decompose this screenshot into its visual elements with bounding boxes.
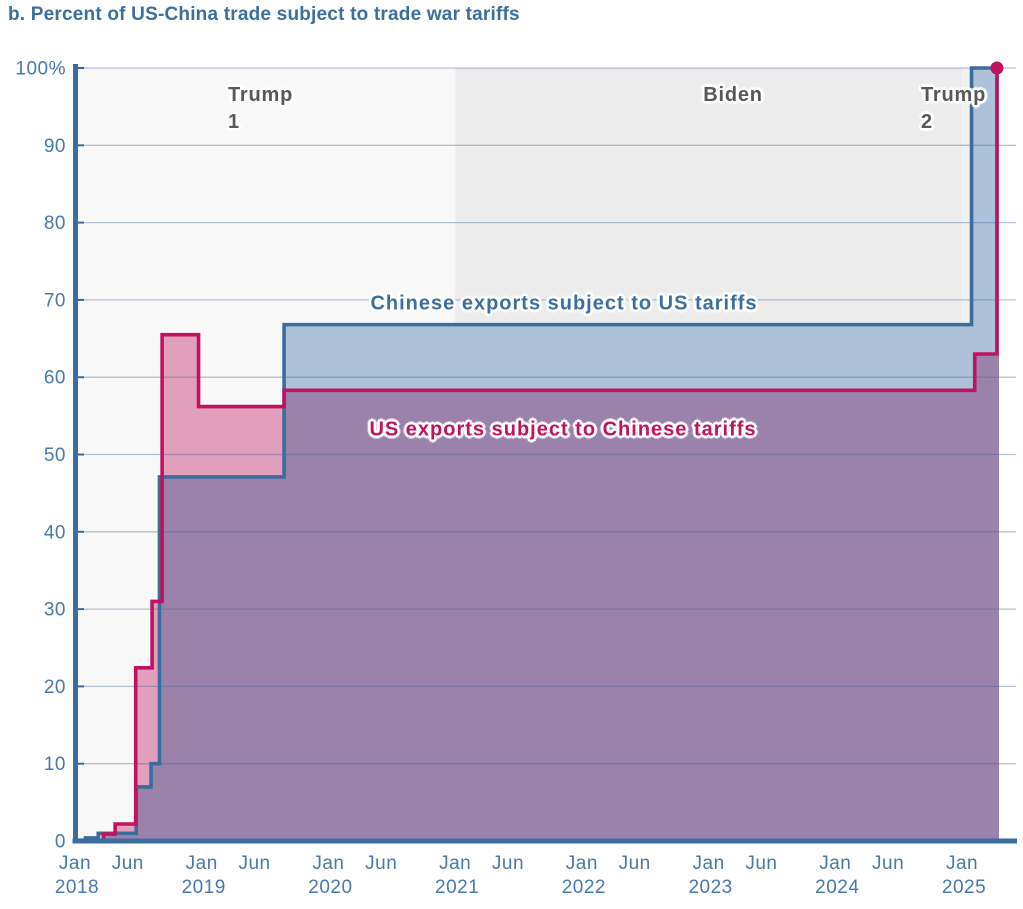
y-tick-label-0: 0 bbox=[55, 832, 66, 853]
chart-title: b. Percent of US-China trade subject to … bbox=[8, 4, 520, 25]
era-label-trump-1-line2: 1 bbox=[228, 111, 240, 133]
series-label-us-exports: US exports subject to Chinese tariffs bbox=[369, 418, 757, 441]
x-tick-label: Jan bbox=[946, 853, 978, 874]
x-tick-label: Jun bbox=[745, 853, 777, 874]
x-tick-label: Jun bbox=[619, 853, 651, 874]
x-tick-label: Jun bbox=[872, 853, 904, 874]
x-tick-year: 2018 bbox=[55, 877, 99, 898]
y-tick-label-60: 60 bbox=[44, 368, 66, 389]
y-tick-label-10: 10 bbox=[44, 754, 66, 775]
series-overlap-area bbox=[75, 68, 999, 841]
x-tick-label: Jan bbox=[693, 853, 725, 874]
x-tick-label: Jan bbox=[59, 853, 91, 874]
era-label-trump-2-line1: Trump bbox=[921, 84, 987, 106]
x-tick-year: 2021 bbox=[435, 877, 479, 898]
era-label-trump-2: Trump 2 bbox=[921, 82, 986, 136]
x-tick-year: 2022 bbox=[562, 877, 606, 898]
y-tick-label-70: 70 bbox=[44, 290, 66, 311]
era-label-trump-2-line2: 2 bbox=[921, 111, 933, 133]
x-tick-label: Jan bbox=[819, 853, 851, 874]
x-tick-year: 2020 bbox=[308, 877, 352, 898]
x-tick-label: Jun bbox=[112, 853, 144, 874]
x-tick-year: 2024 bbox=[815, 877, 859, 898]
y-tick-label-80: 80 bbox=[44, 213, 66, 234]
y-tick-label-90: 90 bbox=[44, 136, 66, 157]
x-tick-year: 2019 bbox=[182, 877, 226, 898]
y-tick-label-50: 50 bbox=[44, 445, 66, 466]
x-tick-label: Jan bbox=[186, 853, 218, 874]
y-tick-label-20: 20 bbox=[44, 677, 66, 698]
x-tick-label: Jan bbox=[312, 853, 344, 874]
x-tick-year: 2025 bbox=[942, 877, 986, 898]
x-tick-label: Jun bbox=[492, 853, 524, 874]
x-tick-label: Jun bbox=[238, 853, 270, 874]
series-line-us-exports bbox=[75, 66, 999, 843]
x-tick-label: Jun bbox=[365, 853, 397, 874]
era-label-biden: Biden bbox=[703, 84, 763, 106]
x-tick-year: 2023 bbox=[688, 877, 732, 898]
y-tick-label-30: 30 bbox=[44, 600, 66, 621]
y-tick-label-40: 40 bbox=[44, 522, 66, 543]
y-tick-label-100: 100% bbox=[15, 59, 66, 80]
era-label-trump-1: Trump 1 bbox=[228, 82, 293, 136]
x-tick-label: Jan bbox=[566, 853, 598, 874]
series-label-chinese-exports: Chinese exports subject to US tariffs bbox=[370, 292, 758, 315]
x-tick-label: Jan bbox=[439, 853, 471, 874]
series-line-chinese-exports bbox=[75, 66, 999, 843]
series-endpoint-dot bbox=[990, 61, 1004, 75]
era-label-trump-1-line1: Trump bbox=[228, 84, 294, 106]
